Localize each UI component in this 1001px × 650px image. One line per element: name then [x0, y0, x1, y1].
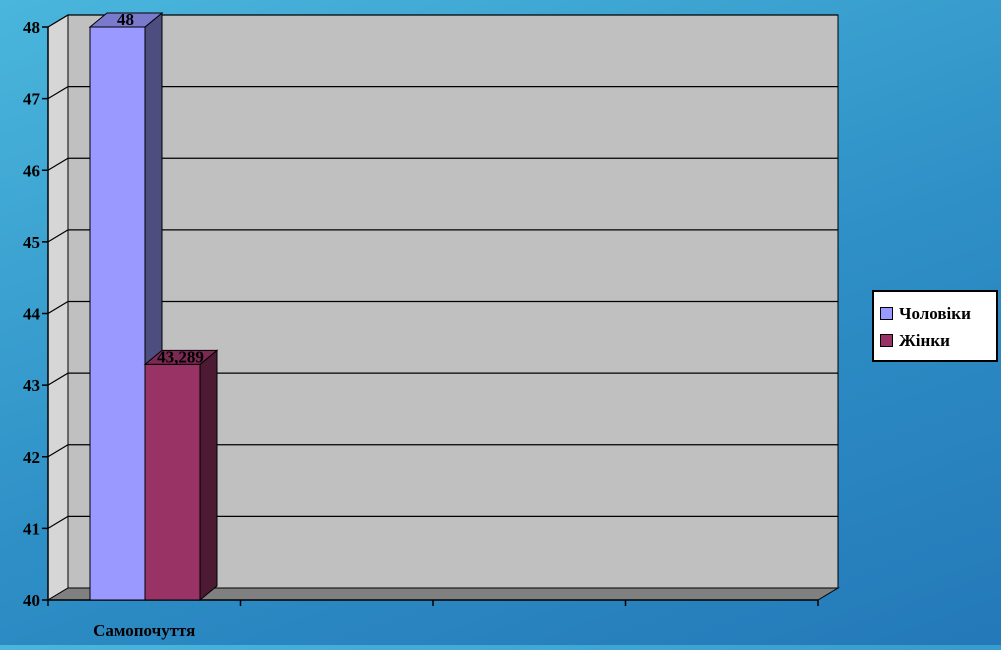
- bar: [144, 363, 201, 601]
- legend-label: Чоловіки: [899, 303, 971, 323]
- y-tick-label: 41: [23, 519, 40, 538]
- legend-item-zhinky: Жінки: [880, 327, 996, 354]
- legend-swatch-icon: [880, 334, 893, 347]
- bar-side: [199, 349, 218, 602]
- legend-swatch-icon: [880, 307, 893, 320]
- y-tick-label: 42: [23, 448, 40, 467]
- gridline: [47, 372, 838, 386]
- y-tick-label: 47: [23, 90, 41, 109]
- gridline: [47, 14, 838, 28]
- bar: [89, 26, 146, 601]
- gridline: [47, 229, 838, 243]
- gridline: [47, 515, 838, 529]
- y-tick-label: 44: [23, 305, 41, 324]
- legend-label: Жінки: [899, 330, 950, 350]
- data-label: 43,289: [157, 347, 204, 366]
- y-tick-label: 40: [23, 591, 40, 610]
- gridline: [47, 300, 838, 315]
- y-tick-label: 45: [23, 233, 40, 252]
- y-tick-label: 48: [23, 18, 40, 37]
- data-label: 48: [117, 10, 134, 29]
- legend-item-cholovіky: Чоловіки: [880, 300, 996, 327]
- legend: Чоловіки Жінки: [872, 290, 998, 362]
- y-tick-label: 43: [23, 376, 40, 395]
- gridline: [47, 157, 838, 171]
- gridline: [47, 86, 838, 100]
- x-category-label: Самопочуття: [93, 621, 195, 640]
- y-tick-label: 46: [23, 161, 40, 180]
- gridline: [47, 444, 838, 458]
